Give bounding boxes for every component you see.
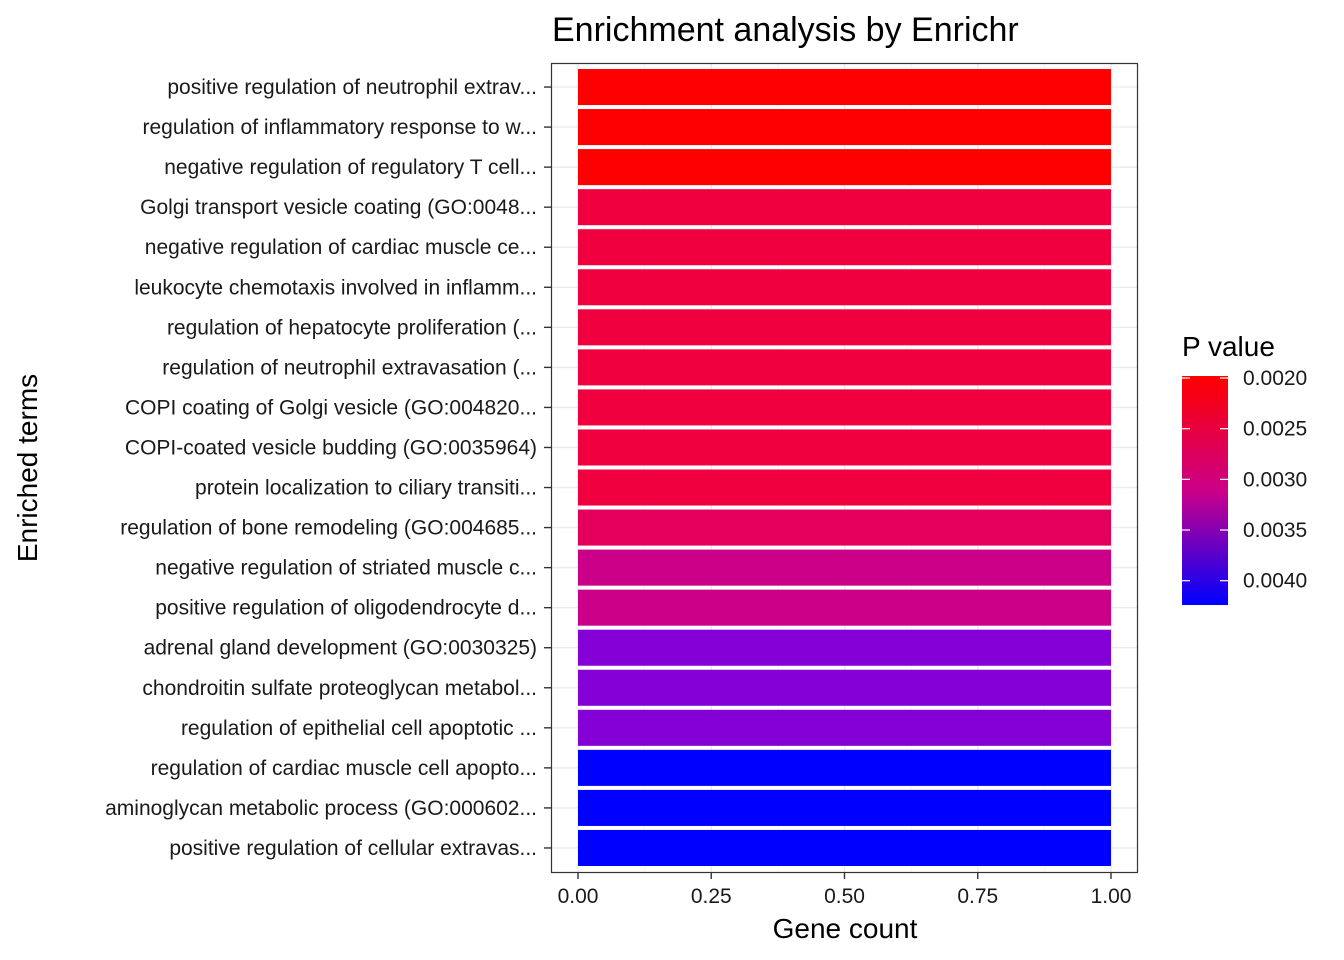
y-tick-label: negative regulation of cardiac muscle ce… (145, 236, 537, 259)
x-tick-label: 0.25 (691, 885, 732, 908)
y-tick-label: regulation of epithelial cell apoptotic … (181, 717, 537, 740)
y-tick-label: positive regulation of cellular extravas… (169, 837, 537, 860)
x-axis-title: Gene count (773, 913, 918, 944)
bar (578, 789, 1111, 826)
x-tick-label: 0.75 (957, 885, 998, 908)
bar (578, 189, 1111, 226)
bar (578, 69, 1111, 106)
bar (578, 269, 1111, 306)
x-tick-label: 1.00 (1091, 885, 1132, 908)
y-tick-label: COPI coating of Golgi vesicle (GO:004820… (125, 396, 537, 419)
y-tick-label: leukocyte chemotaxis involved in inflamm… (134, 276, 537, 299)
y-tick-label: aminoglycan metabolic process (GO:000602… (105, 797, 537, 820)
x-axis: 0.00 0.25 0.50 0.75 1.00 (558, 872, 1132, 908)
bar (578, 549, 1111, 586)
y-tick-label: regulation of bone remodeling (GO:004685… (120, 517, 537, 540)
legend-ticks: 0.0020 0.0025 0.0030 0.0035 0.0040 (1182, 367, 1307, 593)
y-tick-label: negative regulation of regulatory T cell… (164, 156, 537, 179)
bar (578, 829, 1111, 866)
y-axis-title: Enriched terms (12, 374, 43, 562)
y-tick-label: Golgi transport vesicle coating (GO:0048… (140, 196, 537, 219)
y-tick-label: negative regulation of striated muscle c… (155, 557, 537, 580)
legend-label: 0.0035 (1243, 519, 1307, 542)
y-tick-label: regulation of cardiac muscle cell apopto… (151, 757, 537, 780)
legend-title: P value (1182, 331, 1275, 362)
bar (578, 109, 1111, 146)
y-tick-label: adrenal gland development (GO:0030325) (144, 637, 537, 660)
bar (578, 349, 1111, 386)
y-tick-label: positive regulation of neutrophil extrav… (167, 76, 537, 99)
legend-label: 0.0030 (1243, 468, 1307, 491)
y-tick-label: regulation of inflammatory response to w… (142, 116, 537, 139)
bar (578, 749, 1111, 786)
y-tick-label: positive regulation of oligodendrocyte d… (155, 597, 537, 620)
bars (578, 69, 1111, 866)
bar (578, 709, 1111, 746)
legend-label: 0.0025 (1243, 418, 1307, 441)
bar (578, 149, 1111, 186)
bar (578, 309, 1111, 346)
bar (578, 509, 1111, 546)
chart-title: Enrichment analysis by Enrichr (552, 11, 1019, 49)
y-tick-label: COPI-coated vesicle budding (GO:0035964) (125, 436, 537, 459)
bar (578, 229, 1111, 266)
y-tick-label: regulation of neutrophil extravasation (… (162, 356, 537, 379)
y-tick-label: regulation of hepatocyte proliferation (… (167, 316, 537, 339)
bar (578, 669, 1111, 706)
bar (578, 629, 1111, 666)
bar (578, 589, 1111, 626)
x-tick-label: 0.00 (558, 885, 599, 908)
bar (578, 389, 1111, 426)
bar (578, 429, 1111, 466)
x-tick-label: 0.50 (824, 885, 865, 908)
y-tick-label: protein localization to ciliary transiti… (195, 477, 537, 500)
legend-label: 0.0020 (1243, 367, 1307, 390)
legend: P value 0.0020 0.0025 0.0030 0.0035 0.0040 (1182, 331, 1307, 605)
legend-label: 0.0040 (1243, 570, 1307, 593)
y-axis: positive regulation of neutrophil extrav… (105, 76, 551, 860)
y-tick-label: chondroitin sulfate proteoglycan metabol… (142, 677, 537, 700)
legend-colorbar (1182, 376, 1228, 605)
bar (578, 469, 1111, 506)
